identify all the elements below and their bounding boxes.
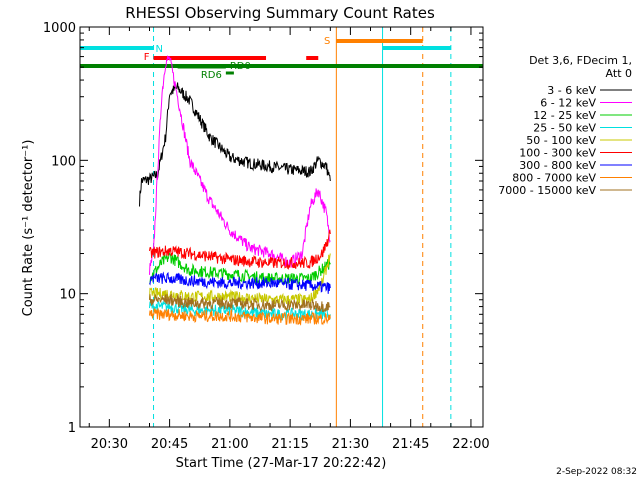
footer-date: 2-Sep-2022 08:32 — [556, 467, 637, 477]
x-tick-label-3: 21:15 — [271, 437, 308, 452]
x-axis-label: Start Time (27-Mar-17 20:22:42) — [176, 456, 387, 471]
x-tick-label-5: 21:45 — [392, 437, 429, 452]
plot-frame — [79, 26, 484, 428]
series-line-6 — [149, 271, 331, 294]
y-tick-label-1: 10 — [59, 288, 76, 303]
legend-label-2: 12 - 25 keV — [533, 109, 596, 122]
y-tick-label-3: 1000 — [43, 21, 76, 36]
annotation-label-rd0: RD0 — [230, 61, 251, 72]
series-line-5 — [149, 229, 331, 270]
x-tick-label-0: 20:30 — [91, 437, 128, 452]
legend-label-4: 50 - 100 keV — [526, 134, 596, 147]
annotation-label-night: N — [156, 44, 163, 55]
x-tick-label-6: 22:00 — [452, 437, 489, 452]
series-line-1 — [149, 55, 331, 275]
chart-title: RHESSI Observing Summary Count Rates — [125, 4, 435, 22]
annotation-label-flare: F — [144, 52, 150, 63]
legend-label-1: 6 - 12 keV — [540, 97, 596, 110]
series-line-3 — [149, 299, 331, 321]
annotation-label-rd6: RD6 — [201, 70, 222, 81]
y-tick-label-2: 100 — [51, 154, 76, 169]
legend-label-3: 25 - 50 keV — [533, 122, 596, 135]
legend-label-5: 100 - 300 keV — [519, 147, 596, 160]
x-tick-label-2: 21:00 — [211, 437, 248, 452]
legend-title-0: Det 3,6, FDecim 1, — [529, 54, 632, 67]
legend-label-7: 800 - 7000 keV — [512, 172, 596, 185]
y-tick-label-0: 1 — [68, 421, 76, 436]
series-line-2 — [149, 252, 331, 286]
annotation-label-saa: S — [324, 36, 330, 47]
legend-label-0: 3 - 6 keV — [547, 84, 596, 97]
series-line-7 — [149, 307, 331, 326]
series-line-0 — [139, 82, 331, 207]
legend-title-1: Att 0 — [606, 67, 632, 80]
legend-label-8: 7000 - 15000 keV — [498, 184, 596, 197]
x-tick-label-1: 20:45 — [151, 437, 188, 452]
series-line-8 — [149, 293, 331, 313]
x-tick-label-4: 21:30 — [332, 437, 369, 452]
legend-label-6: 300 - 800 keV — [519, 159, 596, 172]
y-axis-label: Count Rate (s⁻¹ detector⁻¹) — [21, 140, 36, 317]
